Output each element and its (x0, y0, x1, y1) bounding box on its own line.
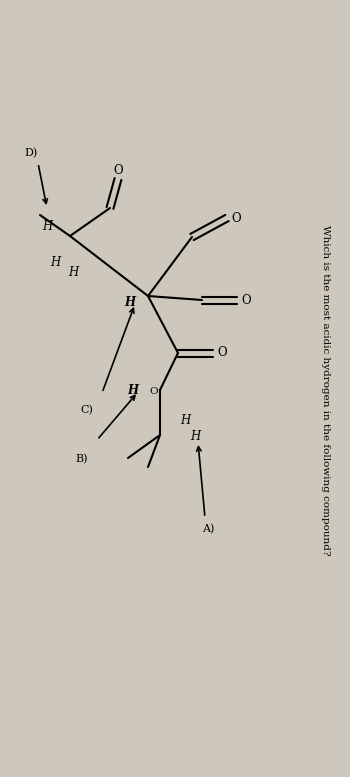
Text: D): D) (25, 148, 38, 159)
Text: H: H (180, 413, 190, 427)
Text: H: H (50, 256, 60, 270)
Text: B): B) (76, 454, 88, 464)
Text: O: O (150, 388, 158, 396)
Text: O: O (231, 211, 241, 225)
Text: O: O (217, 347, 227, 360)
Text: H: H (127, 384, 139, 396)
Text: O: O (113, 163, 123, 176)
Text: A): A) (202, 524, 214, 534)
Text: Which is the most acidic hydrogen in the following compound?: Which is the most acidic hydrogen in the… (321, 225, 329, 556)
Text: H: H (190, 430, 200, 444)
Text: O: O (241, 294, 251, 306)
Text: H: H (42, 219, 52, 232)
Text: H: H (125, 295, 135, 308)
Text: C): C) (80, 405, 93, 415)
Text: H: H (68, 266, 78, 278)
